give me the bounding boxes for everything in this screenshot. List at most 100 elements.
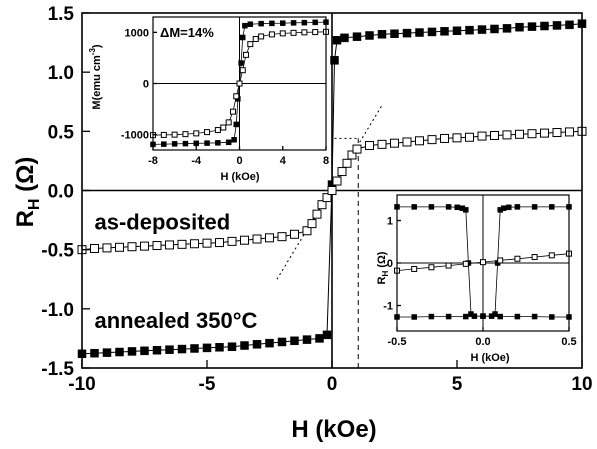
main-series-0-point: [540, 21, 549, 31]
main-series-0-point: [427, 27, 437, 37]
main-series-0-point: [322, 330, 332, 340]
main-series-1-point: [115, 242, 124, 252]
inset2-series-1-point: [428, 313, 435, 320]
main-series-0-point: [215, 343, 224, 352]
main-series-0-point: [330, 56, 339, 65]
inset1-series-0-point: [280, 20, 286, 26]
main-y-tick-label: 0.0: [48, 182, 74, 203]
main-series-1-point: [322, 193, 332, 203]
main-series-0-point: [227, 342, 237, 351]
inset2-series-0-point: [549, 314, 555, 320]
inset1-series-0-point: [269, 20, 275, 27]
main-series-1-point: [552, 128, 562, 138]
inset-resistance-x-label: H (kOe): [470, 352, 509, 364]
inset2-series-0-point: [411, 204, 417, 210]
inset2-y-tick-label: -1: [383, 301, 393, 313]
main-series-1-point: [240, 235, 249, 245]
inset1-x-tick-label: 4: [280, 155, 287, 167]
main-series-1-point: [465, 132, 474, 142]
main-series-1-point: [312, 209, 322, 219]
inset-magnetization-y-label-close: ): [91, 44, 103, 48]
inset1-x-tick-label: -4: [191, 155, 202, 167]
inset2-series-2-point: [462, 260, 469, 267]
inset2-series-1-point: [514, 204, 521, 210]
inset-magnetization-y-label: M(emu cm-3): [88, 44, 103, 110]
main-series-1-point: [102, 243, 112, 253]
main-series-1-point: [337, 167, 347, 177]
main-series-1-point: [540, 128, 549, 138]
inset1-series-0-point: [312, 19, 318, 26]
main-series-0-point: [190, 344, 199, 353]
inset1-series-1-point: [171, 131, 178, 138]
inset2-x-tick-label: -0.5: [388, 336, 407, 348]
main-y-tick-label: -1.0: [41, 300, 74, 321]
inset2-series-2-point: [428, 264, 435, 271]
inset1-series-1-point: [160, 131, 167, 138]
main-series-1-point: [377, 139, 387, 149]
inset2-series-1-point: [411, 314, 417, 320]
inset1-series-1-point: [214, 127, 221, 134]
inset1-series-1-point: [242, 51, 249, 58]
inset2-series-1-point: [492, 311, 498, 317]
main-series-1-point: [190, 239, 199, 249]
main-x-tick-label: 5: [452, 374, 463, 395]
inset1-series-0-point: [171, 141, 178, 147]
inset2-series-0-point: [497, 313, 503, 320]
inset2-x-tick-label: 0.5: [561, 336, 576, 348]
inset1-series-1-point: [312, 29, 319, 36]
main-series-1-point: [502, 130, 512, 140]
inset1-series-0-point: [161, 141, 167, 147]
main-y-axis-label-unit: (Ω): [12, 157, 39, 199]
inset1-series-0-point: [290, 20, 297, 26]
main-series-1-point: [302, 226, 312, 236]
main-series-0-point: [565, 20, 574, 30]
main-series-0-point: [515, 22, 524, 32]
inset2-series-1-point: [500, 205, 507, 211]
inset1-series-0-point: [258, 20, 264, 27]
main-series-0-point: [290, 336, 299, 346]
main-series-1-point: [307, 219, 317, 229]
inset-magnetization-tick-labels: -8 -4 0 4 8 -1000 0 1000: [121, 27, 329, 167]
inset2-y-tick-label: 1: [387, 216, 393, 228]
inset1-series-0-point: [182, 140, 189, 147]
inset-resistance-tick-labels: -0.5 0.0 0.5 -1 0 1: [383, 216, 576, 349]
main-series-1-point: [427, 135, 437, 145]
main-series-1-point: [347, 150, 357, 160]
main-series-0-point: [265, 338, 274, 348]
inset-resistance-y-label-subscript: H: [381, 271, 390, 277]
main-series-0-point: [252, 340, 262, 349]
inset1-series-0-point: [193, 140, 199, 147]
inset-resistance-tick-marks: [396, 219, 570, 331]
inset2-series-0-point: [514, 313, 521, 320]
main-series-0-point: [440, 27, 449, 36]
main-series-1-point: [490, 130, 499, 140]
inset2-series-1-line: [397, 206, 569, 318]
main-x-tick-label: 0: [327, 374, 338, 395]
inset1-series-1-point: [220, 124, 227, 131]
inset1-x-tick-label: -8: [148, 155, 158, 167]
main-x-axis-label: H (kOe): [291, 416, 376, 443]
main-series-1-point: [90, 243, 99, 253]
main-series-1-point: [352, 144, 362, 154]
main-series-1-point: [332, 176, 342, 186]
inset1-series-0-point: [301, 19, 308, 26]
inset-resistance-series: [394, 204, 572, 320]
main-series-0-point: [127, 347, 137, 356]
inset2-series-2-point: [497, 257, 504, 264]
main-series-1-point: [527, 129, 537, 139]
main-series-0-point: [240, 341, 249, 350]
main-x-tick-label: 10: [571, 374, 592, 395]
main-y-tick-label: -1.5: [41, 359, 74, 380]
main-y-tick-label: 1.5: [48, 4, 75, 25]
inset2-series-2-point: [411, 265, 418, 272]
inset1-series-1-point: [268, 31, 275, 38]
inset1-series-1-point: [239, 67, 246, 74]
main-series-0-point: [452, 26, 462, 35]
inset1-y-tick-label: -1000: [121, 130, 149, 142]
main-series-0-point: [302, 335, 312, 344]
inset1-series-1-point: [258, 33, 265, 40]
main-series-1-point: [140, 241, 149, 251]
inset1-series-0-point: [215, 140, 221, 146]
main-series-0-point: [202, 343, 212, 353]
